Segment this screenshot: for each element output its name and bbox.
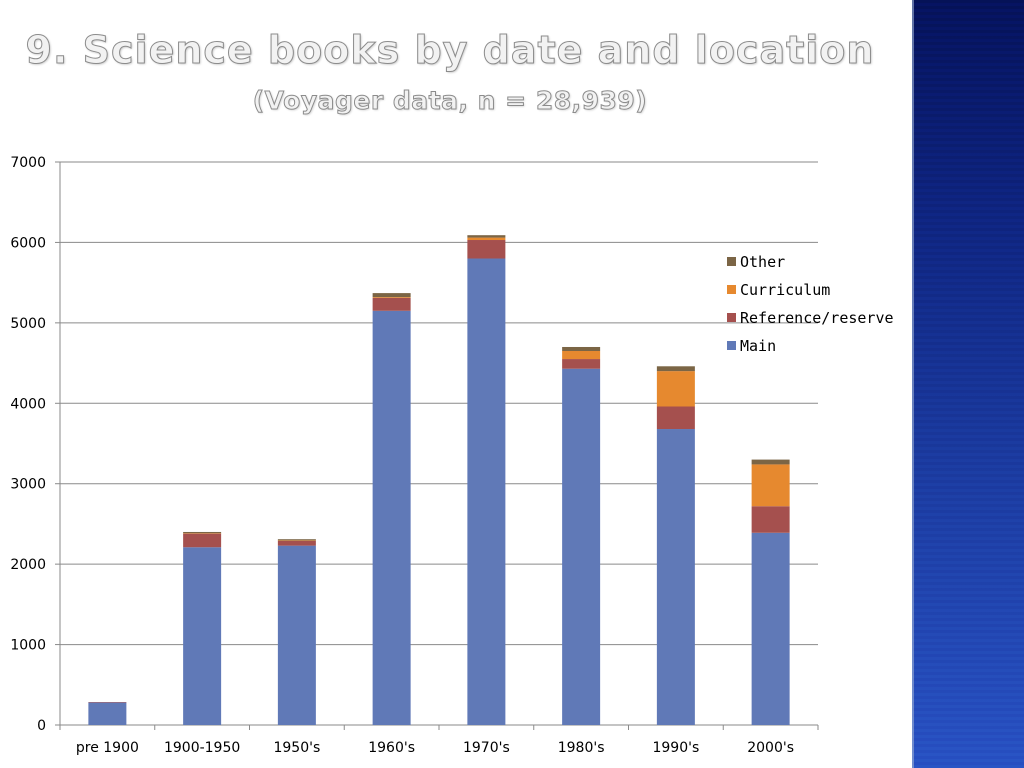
y-tick-label: 0: [37, 718, 46, 734]
bar-segment-reference-reserve: [562, 359, 601, 369]
bar-segment-curriculum: [656, 371, 695, 407]
bar-segment-other: [277, 539, 316, 541]
bar-segment-curriculum: [183, 533, 222, 534]
bar-segment-other: [656, 366, 695, 372]
bar-segment-reference-reserve: [372, 297, 411, 311]
y-tick-label: 6000: [10, 235, 46, 251]
legend-label: Main: [740, 337, 776, 355]
bar-segment-main: [467, 258, 506, 725]
bar-segment-curriculum: [372, 297, 411, 298]
x-tick-label: 2000's: [747, 740, 794, 756]
bar-segment-curriculum: [562, 351, 601, 360]
bar-segment-main: [183, 547, 222, 725]
x-tick-label: 1950's: [273, 740, 320, 756]
bar-segment-other: [467, 235, 506, 238]
bar-segment-other: [751, 459, 790, 465]
x-tick-label: 1990's: [652, 740, 699, 756]
y-tick-label: 5000: [10, 316, 46, 332]
bar-segment-reference-reserve: [277, 540, 316, 546]
legend-label: Curriculum: [740, 281, 830, 299]
legend-label: Other: [740, 253, 785, 271]
bar-segment-main: [88, 702, 127, 725]
legend-label: Reference/reserve: [740, 309, 894, 327]
bar-segment-curriculum: [467, 237, 506, 241]
bar-segment-reference-reserve: [656, 406, 695, 430]
x-tick-label: 1900-1950: [164, 740, 240, 756]
y-tick-label: 1000: [10, 638, 46, 654]
y-tick-label: 7000: [10, 155, 46, 171]
bar-segment-other: [372, 293, 411, 298]
stacked-bar-chart: 0 1000 2000 3000 4000 5000 6000 7000 pre 1900 190…: [10, 155, 894, 756]
legend-swatch: [727, 285, 736, 294]
x-tick-label: 1980's: [558, 740, 605, 756]
x-tick-label: 1970's: [463, 740, 510, 756]
bar-segment-reference-reserve: [88, 702, 127, 703]
y-tick-label: 3000: [10, 477, 46, 493]
bar-segment-main: [751, 532, 790, 725]
legend-swatch: [727, 341, 736, 350]
bar-segment-reference-reserve: [467, 240, 506, 259]
decorative-side-panel: [912, 0, 1024, 768]
bar-segment-reference-reserve: [751, 506, 790, 533]
bar-segment-other: [562, 346, 601, 352]
slide-subtitle: (Voyager data, n = 28,939): [252, 86, 648, 116]
bar-segment-reference-reserve: [183, 533, 222, 548]
legend-swatch: [727, 257, 736, 266]
x-tick-label: pre 1900: [76, 740, 139, 756]
slide-title: 9. Science books by date and location: [25, 28, 875, 73]
bar-segment-curriculum: [751, 464, 790, 507]
bar-segment-other: [183, 531, 222, 534]
x-tick-label: 1960's: [368, 740, 415, 756]
y-tick-label: 2000: [10, 557, 46, 573]
bar-segment-main: [372, 310, 411, 725]
bar-segment-curriculum: [277, 540, 316, 541]
legend-swatch: [727, 313, 736, 322]
bar-segment-main: [656, 429, 695, 725]
bar-segment-main: [562, 368, 601, 725]
y-tick-label: 4000: [10, 396, 46, 412]
bar-segment-main: [277, 545, 316, 725]
